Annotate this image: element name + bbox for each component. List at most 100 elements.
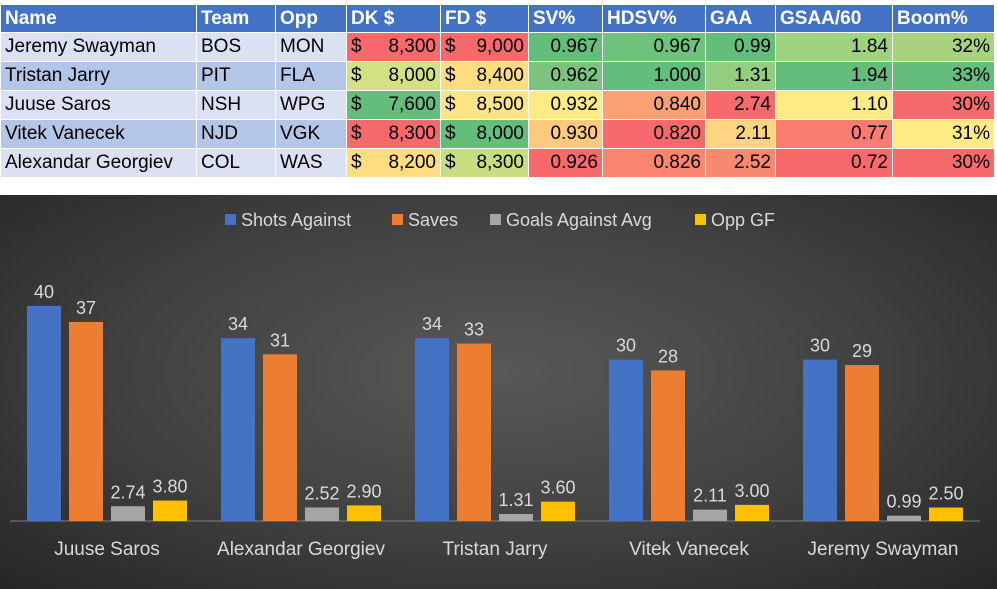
bar — [111, 506, 145, 521]
data-label: 0.99 — [886, 492, 921, 512]
data-label: 30 — [810, 336, 830, 356]
bar — [693, 509, 727, 521]
cell-boom-pct: 30% — [892, 148, 995, 178]
data-label: 2.90 — [346, 481, 381, 501]
bar — [221, 338, 255, 521]
salary-amount: 8,200 — [388, 152, 436, 173]
data-label: 30 — [616, 336, 636, 356]
cell-name: Tristan Jarry — [0, 61, 197, 91]
header-gaa: GAA — [705, 4, 776, 33]
cell-boom-pct: 30% — [892, 90, 995, 120]
cell-team: NSH — [196, 90, 276, 120]
salary-amount: 8,000 — [476, 123, 524, 144]
salary-amount: 8,300 — [388, 36, 436, 57]
data-label: 3.00 — [734, 481, 769, 501]
bar — [929, 507, 963, 521]
table-row: Juuse Saros NSH WPG $7,600 $8,500 0.932 0.840 2… — [0, 90, 995, 120]
cell-opp: VGK — [275, 119, 347, 149]
goalie-bar-chart: Shots Against Saves Goals Against Avg Opp G… — [10, 210, 980, 560]
cell-dk-salary: $8,200 — [346, 148, 441, 178]
bar — [887, 515, 921, 521]
cell-dk-salary: $8,000 — [346, 61, 441, 91]
table-header-row: Name Team Opp DK $ FD $ SV% HDSV% GAA GS… — [0, 4, 995, 33]
currency-symbol: $ — [445, 123, 456, 144]
data-label: 3.60 — [540, 478, 575, 498]
cell-dk-salary: $8,300 — [346, 32, 441, 62]
salary-amount: 7,600 — [388, 94, 436, 115]
data-label: 2.52 — [304, 483, 339, 503]
cell-fd-salary: $8,300 — [440, 148, 529, 178]
x-tick-label: Jeremy Swayman — [808, 539, 959, 560]
cell-opp: MON — [275, 32, 347, 62]
data-label: 2.50 — [928, 484, 963, 504]
table-row: Alexandar Georgiev COL WAS $8,200 $8,300 0.92… — [0, 148, 995, 178]
bar — [609, 359, 643, 521]
salary-amount: 8,500 — [476, 94, 524, 115]
goalie-stats-table: Name Team Opp DK $ FD $ SV% HDSV% GAA GS… — [0, 4, 995, 178]
currency-symbol: $ — [351, 36, 362, 57]
bar — [803, 359, 837, 521]
goalie-chart-panel: Shots Against Saves Goals Against Avg Opp G… — [0, 195, 997, 589]
table-row: Tristan Jarry PIT FLA $8,000 $8,400 0.962 1.00… — [0, 61, 995, 91]
data-label: 2.11 — [693, 486, 727, 506]
cell-name: Jeremy Swayman — [0, 32, 197, 62]
cell-gaa: 0.99 — [705, 32, 776, 62]
cell-gaa: 1.31 — [705, 61, 776, 91]
bar — [153, 500, 187, 521]
legend-label: Opp GF — [711, 210, 775, 230]
cell-sv-pct: 0.962 — [528, 61, 603, 91]
bar — [305, 507, 339, 521]
bar — [735, 504, 769, 521]
cell-fd-salary: $8,500 — [440, 90, 529, 120]
x-tick-label: Alexandar Georgiev — [217, 539, 385, 560]
cell-gsaa-60: 0.77 — [775, 119, 893, 149]
currency-symbol: $ — [351, 65, 362, 86]
cell-boom-pct: 31% — [892, 119, 995, 149]
bar — [651, 370, 685, 521]
cell-opp: WPG — [275, 90, 347, 120]
table-row: Vitek Vanecek NJD VGK $8,300 $8,000 0.930 0.82… — [0, 119, 995, 149]
cell-name: Alexandar Georgiev — [0, 148, 197, 178]
salary-amount: 8,300 — [476, 152, 524, 173]
currency-symbol: $ — [351, 152, 362, 173]
cell-dk-salary: $7,600 — [346, 90, 441, 120]
table-row: Jeremy Swayman BOS MON $8,300 $9,000 0.967 0.9… — [0, 32, 995, 62]
data-label: 34 — [422, 314, 442, 334]
cell-sv-pct: 0.967 — [528, 32, 603, 62]
cell-hdsv-pct: 0.840 — [602, 90, 706, 120]
header-hdsv-pct: HDSV% — [602, 4, 706, 33]
cell-sv-pct: 0.926 — [528, 148, 603, 178]
salary-amount: 8,300 — [388, 123, 436, 144]
cell-dk-salary: $8,300 — [346, 119, 441, 149]
legend-swatch — [695, 214, 706, 225]
x-tick-label: Tristan Jarry — [443, 539, 548, 560]
data-label: 2.74 — [110, 482, 145, 502]
cell-gsaa-60: 1.84 — [775, 32, 893, 62]
cell-gaa: 2.52 — [705, 148, 776, 178]
cell-fd-salary: $8,400 — [440, 61, 529, 91]
cell-gaa: 2.11 — [705, 119, 776, 149]
legend-swatch — [392, 214, 403, 225]
cell-gaa: 2.74 — [705, 90, 776, 120]
cell-opp: WAS — [275, 148, 347, 178]
bar — [457, 343, 491, 521]
header-dk-salary: DK $ — [346, 4, 441, 33]
cell-team: BOS — [196, 32, 276, 62]
cell-fd-salary: $9,000 — [440, 32, 529, 62]
cell-boom-pct: 33% — [892, 61, 995, 91]
header-team: Team — [196, 4, 276, 33]
currency-symbol: $ — [445, 152, 456, 173]
currency-symbol: $ — [445, 94, 456, 115]
cell-name: Juuse Saros — [0, 90, 197, 120]
cell-opp: FLA — [275, 61, 347, 91]
cell-team: COL — [196, 148, 276, 178]
bar — [27, 305, 61, 521]
x-tick-label: Vitek Vanecek — [629, 539, 749, 560]
salary-amount: 9,000 — [476, 36, 524, 57]
legend-swatch — [490, 214, 501, 225]
salary-amount: 8,400 — [476, 65, 524, 86]
x-tick-label: Juuse Saros — [54, 539, 160, 560]
header-opp: Opp — [275, 4, 347, 33]
data-label: 31 — [270, 330, 290, 350]
currency-symbol: $ — [445, 36, 456, 57]
